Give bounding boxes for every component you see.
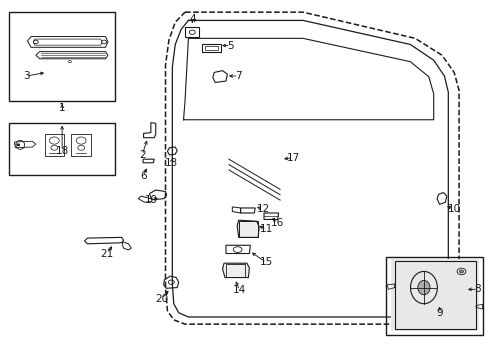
Text: 4: 4 — [189, 14, 195, 24]
Text: 1: 1 — [59, 103, 65, 113]
Text: 11: 11 — [259, 225, 272, 234]
Ellipse shape — [417, 280, 429, 295]
Text: 10: 10 — [447, 204, 460, 215]
Text: 6: 6 — [140, 171, 146, 181]
Text: 3: 3 — [22, 71, 29, 81]
Text: 8: 8 — [473, 284, 480, 294]
Text: 17: 17 — [286, 153, 299, 163]
Text: 20: 20 — [155, 294, 168, 304]
Text: 13: 13 — [164, 158, 178, 168]
Text: 5: 5 — [227, 41, 234, 50]
Text: 7: 7 — [235, 71, 242, 81]
Text: 18: 18 — [56, 146, 69, 156]
Polygon shape — [237, 220, 259, 237]
Text: 14: 14 — [232, 285, 246, 296]
Polygon shape — [390, 259, 478, 331]
Bar — [385, 257, 483, 335]
Text: 12: 12 — [256, 204, 269, 215]
Text: 19: 19 — [145, 195, 158, 205]
Ellipse shape — [17, 144, 20, 146]
Bar — [9, 123, 115, 175]
Text: 2: 2 — [139, 150, 145, 160]
Text: 16: 16 — [270, 218, 284, 228]
Text: 9: 9 — [435, 308, 442, 318]
Polygon shape — [222, 263, 249, 278]
Text: 21: 21 — [100, 248, 113, 258]
Bar — [9, 12, 115, 101]
Ellipse shape — [459, 270, 463, 273]
Text: 15: 15 — [259, 257, 272, 267]
